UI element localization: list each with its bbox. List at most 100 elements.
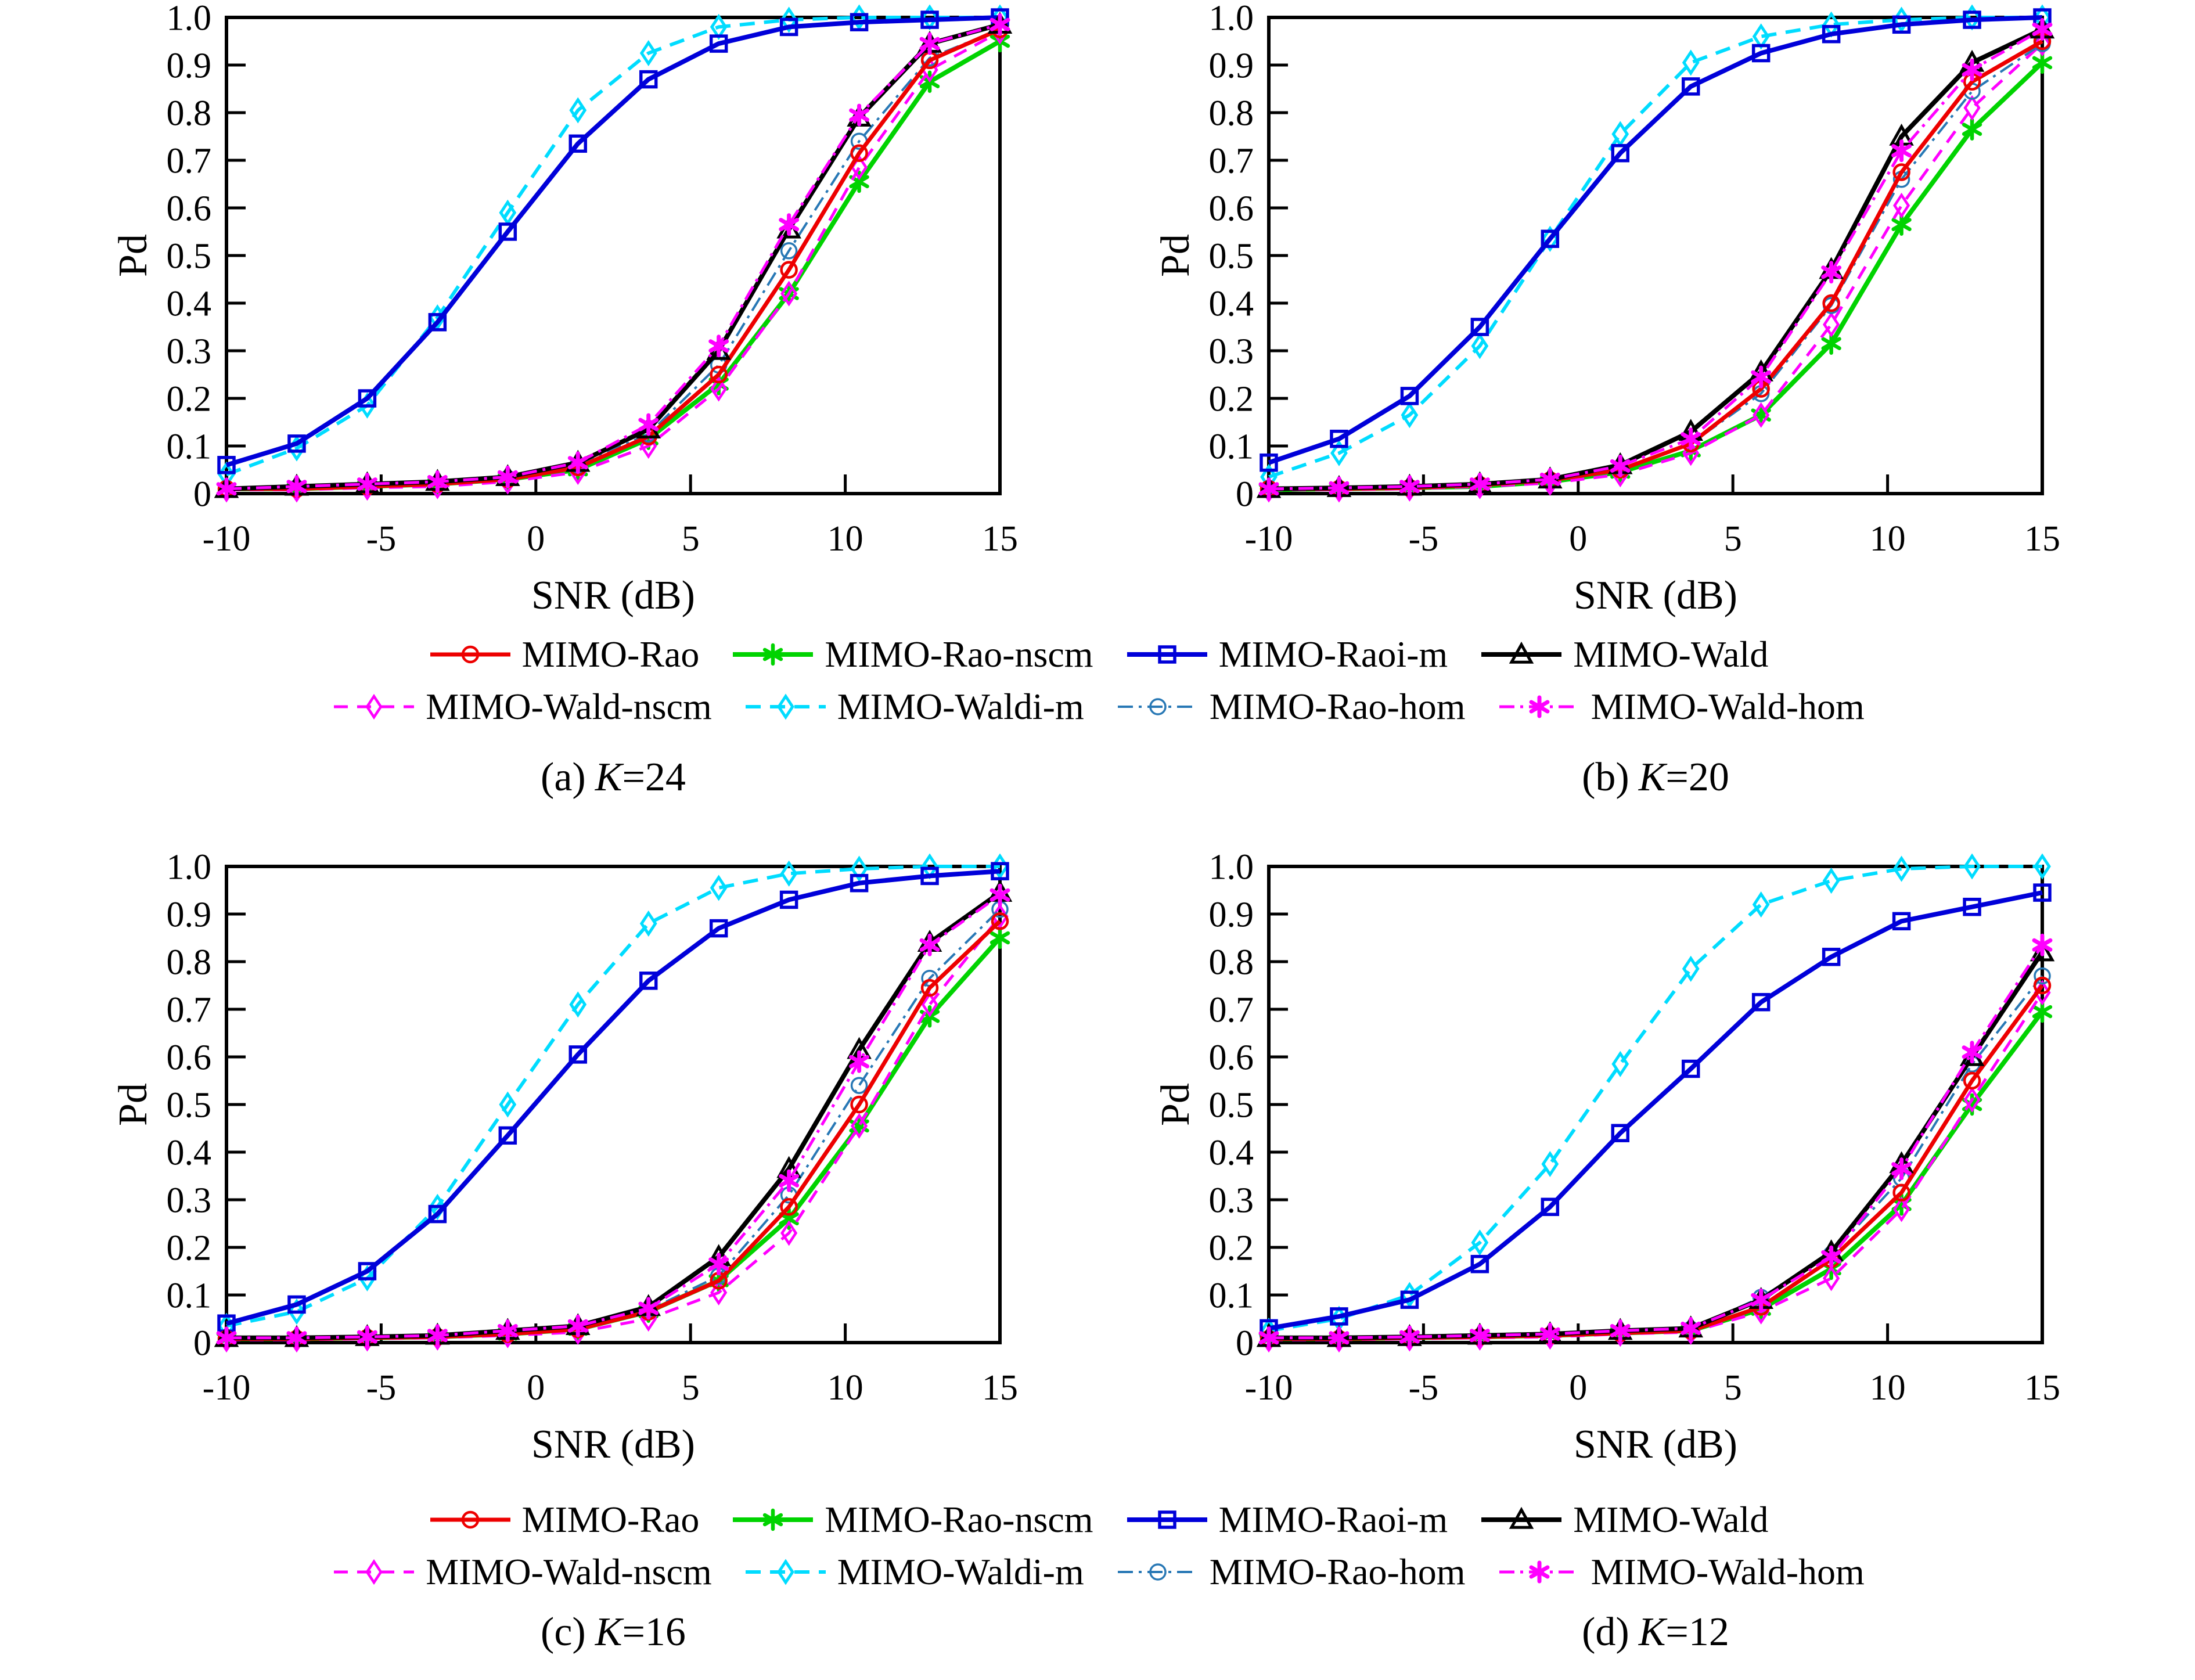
caption-b-index: (b) [1582,755,1629,800]
square-marker-icon [850,873,869,893]
star-marker-icon [849,1050,869,1073]
y-tick-label: 0.1 [1209,1276,1254,1316]
x-tick-label: 5 [682,519,700,559]
y-tick-label: 0.4 [1209,1134,1254,1173]
y-tick-label: 0.9 [167,46,212,86]
diamond-marker-icon [1611,1051,1629,1077]
y-tick-label: 1.0 [167,0,212,38]
diamond-marker-icon [1823,311,1840,337]
star-marker-icon [1962,1041,1982,1064]
circle-marker-icon [1149,1563,1167,1581]
series-wald_hom [216,883,1010,1350]
series-line-raoi_m [225,15,1001,467]
legend-marker-wald [1481,641,1562,664]
legend-item-rao_hom: MIMO-Rao-hom [1114,1553,1466,1591]
series-rao [217,20,1009,498]
series-line-rao [1269,984,2044,1341]
chart-pd-vs-snr-k16: 0 0.1 0.2 0.3 0.4 0.5 0.6 0.7 0.8 0.9 1.0 -10 -5 0 5 10… [0,849,1045,1470]
star-marker-icon [2032,1000,2053,1023]
star-marker-icon [989,926,1010,949]
legend-marker-waldi_m [745,693,826,720]
circle-marker-icon [850,144,868,162]
y-axis-label: Pd [111,1083,156,1126]
star-marker-icon [1329,476,1350,499]
circle-marker-icon [1149,698,1167,715]
x-tick-label: 10 [1870,1368,1906,1408]
legend-label: MIMO-Wald [1573,634,1769,675]
series-wald_nscm [218,19,1009,503]
series-raoi_m [1260,883,2052,1338]
series-line-rao_hom [1269,975,2043,1340]
series-wald_hom [216,13,1010,501]
x-tick-label: 0 [1569,1368,1587,1408]
star-marker-icon [497,1319,518,1342]
star-marker-icon [1610,1319,1631,1342]
square-marker-icon [1611,1124,1630,1142]
legend-item-wald_nscm: MIMO-Wald-nscm [330,688,712,725]
series-line-raoi_m [1268,15,2043,465]
star-marker-icon [1529,1560,1549,1584]
series-line-raoi_m [225,869,1001,1326]
y-tick-label: 0 [1236,1324,1254,1364]
circle-marker-icon [1892,1183,1910,1201]
y-tick-label: 0.8 [167,943,212,983]
square-marker-icon [1330,1307,1348,1326]
chart-pd-vs-snr-k24: 0 0.1 0.2 0.3 0.4 0.5 0.6 0.7 0.8 0.9 1.0 -10 -5 0 5 10… [0,0,1045,621]
caption-d-index: (d) [1582,1610,1629,1654]
square-marker-icon [428,1204,447,1224]
square-marker-icon [217,456,236,474]
y-tick-label: 0.7 [167,142,212,181]
x-axis-label: SNR (dB) [531,1422,695,1467]
caption-d-k: K [1638,1610,1666,1654]
series-rao_hom [218,20,1009,498]
series-line-rao [226,919,1002,1341]
star-marker-icon [1891,213,1912,236]
legend-label: MIMO-Rao-hom [1209,686,1466,727]
diamond-marker-icon [365,1559,383,1585]
square-marker-icon [568,134,588,153]
circle-marker-icon [1963,1071,1981,1090]
diamond-marker-icon [1471,1229,1489,1256]
star-marker-icon [2032,933,2053,956]
x-axis-label: SNR (dB) [531,573,695,618]
star-marker-icon [849,103,869,127]
square-marker-icon [1330,429,1348,448]
star-marker-icon [286,1326,307,1350]
legend-row: MIMO-Wald-nscm MIMO-Waldi-m MIMO-Rao-hom MI… [0,1553,2195,1591]
caption-b-k: K [1638,755,1666,800]
square-marker-icon [709,919,728,938]
square-marker-icon [287,1295,306,1314]
star-marker-icon [989,13,1010,36]
circle-marker-icon [780,261,798,279]
legend-label: MIMO-Waldi-m [837,1551,1084,1592]
legend-marker-wald [1481,1506,1562,1529]
diamond-marker-icon [429,1193,447,1220]
y-tick-label: 0.5 [167,237,212,276]
star-marker-icon [1258,1326,1279,1350]
legend-label: MIMO-Rao-nscm [825,634,1093,675]
series-line-wald [1269,951,2045,1340]
legend-label: MIMO-Raoi-m [1218,634,1448,675]
series-line-wald_hom [1269,944,2044,1340]
star-marker-icon [427,1324,448,1347]
legend-item-wald: MIMO-Wald [1478,1501,1768,1538]
caption-a: (a) K=24 [410,755,816,800]
y-tick-label: 0.2 [167,1229,212,1268]
series-line-rao_nscm [1269,1010,2045,1341]
legend-item-waldi_m: MIMO-Waldi-m [742,1553,1084,1591]
legend-item-wald: MIMO-Wald [1478,636,1768,673]
legend-marker-waldi_m [745,1559,826,1585]
y-tick-label: 0.5 [1209,1086,1254,1125]
series-line-wald_nscm [226,915,1001,1341]
star-marker-icon [638,413,659,436]
star-marker-icon [1751,365,1772,388]
square-marker-icon [1400,387,1419,405]
legend-marker-wald_hom [1499,695,1579,718]
circle-marker-icon [780,242,798,260]
square-marker-icon [568,1045,588,1064]
circle-marker-icon [461,645,479,664]
diamond-marker-icon [1823,1265,1840,1292]
series-waldi_m [218,4,1009,488]
series-wald [214,879,1013,1347]
